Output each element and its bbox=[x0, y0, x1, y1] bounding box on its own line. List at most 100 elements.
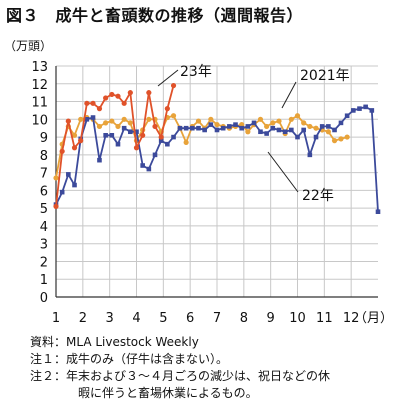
data-point bbox=[270, 120, 276, 126]
data-point bbox=[121, 116, 127, 122]
note-2-line-1: 年末および３～４月ごろの減少は、祝日などの休 bbox=[66, 369, 331, 383]
data-point bbox=[313, 125, 319, 131]
data-point bbox=[357, 106, 362, 111]
data-point bbox=[170, 82, 177, 89]
x-tick-label: 1 bbox=[52, 311, 60, 326]
data-point bbox=[59, 148, 65, 154]
data-point bbox=[214, 127, 220, 133]
data-point bbox=[220, 125, 226, 131]
x-tick-label: 6 bbox=[186, 311, 194, 326]
data-point bbox=[127, 90, 133, 96]
data-point bbox=[344, 113, 350, 119]
data-point bbox=[326, 124, 331, 129]
data-point bbox=[282, 129, 288, 135]
data-point bbox=[71, 132, 78, 138]
x-tick-label: 2 bbox=[79, 311, 87, 326]
axes bbox=[55, 66, 378, 298]
data-point bbox=[165, 141, 170, 147]
x-tick-label: 5 bbox=[159, 311, 167, 326]
data-point bbox=[97, 157, 102, 163]
note-2: 注２： 年末および３～４月ごろの減少は、祝日などの休 bbox=[30, 368, 330, 385]
data-point bbox=[319, 124, 325, 129]
annotations: 23年 2021年 22年 bbox=[157, 64, 350, 204]
data-point bbox=[227, 124, 232, 129]
annotation-leader-s23 bbox=[157, 69, 179, 87]
y-tick-label: 10 bbox=[31, 113, 48, 128]
data-point bbox=[332, 127, 337, 133]
data-point bbox=[140, 163, 145, 168]
data-point bbox=[115, 123, 121, 130]
y-tick-label: 1 bbox=[40, 273, 48, 288]
x-tick-label: 4 bbox=[132, 311, 140, 326]
data-point bbox=[307, 123, 313, 130]
data-point bbox=[115, 93, 121, 99]
data-point bbox=[66, 172, 71, 177]
x-tick-labels: 1 2 3 4 5 6 7 8 9 10 11 12 bbox=[52, 311, 360, 326]
data-point bbox=[171, 134, 176, 140]
footnotes: 資料：MLA Livestock Weekly 注１：成牛のみ（仔牛は含まない）… bbox=[30, 334, 330, 402]
data-point bbox=[146, 116, 152, 122]
data-point bbox=[369, 108, 375, 113]
data-point bbox=[239, 125, 244, 131]
y-tick-label: 0 bbox=[40, 291, 48, 306]
data-point bbox=[270, 125, 276, 131]
data-point bbox=[72, 182, 77, 188]
data-point bbox=[214, 122, 220, 128]
chart-title: 図３ 成牛と畜頭数の推移（週間報告） bbox=[6, 6, 304, 25]
data-point bbox=[146, 90, 152, 96]
y-tick-label: 4 bbox=[40, 220, 48, 235]
data-point bbox=[257, 116, 264, 122]
x-tick-label: 9 bbox=[267, 311, 275, 326]
data-point bbox=[53, 203, 59, 209]
y-tick-label: 13 bbox=[31, 60, 48, 75]
note-2-label: 注２： bbox=[30, 369, 67, 383]
x-axis-unit: （月） bbox=[354, 311, 393, 326]
data-point bbox=[289, 127, 294, 133]
data-point bbox=[84, 100, 90, 106]
note-2-line-2: 暇に伴うと畜場休業によるもの。 bbox=[78, 386, 258, 400]
y-tick-label: 5 bbox=[40, 202, 48, 217]
annotation-leader-s22 bbox=[267, 151, 299, 193]
data-point bbox=[140, 132, 146, 138]
data-point bbox=[90, 115, 96, 120]
data-point bbox=[264, 123, 270, 130]
data-point bbox=[196, 125, 201, 131]
data-point bbox=[128, 129, 133, 135]
data-point bbox=[295, 134, 300, 140]
data-point bbox=[245, 129, 251, 135]
data-point bbox=[301, 120, 307, 126]
data-point bbox=[338, 136, 344, 142]
data-point bbox=[344, 134, 350, 140]
series-lines bbox=[53, 82, 381, 215]
note-1: 注１：成牛のみ（仔牛は含まない）。 bbox=[30, 352, 229, 366]
data-point bbox=[158, 134, 164, 140]
y-tick-label: 6 bbox=[40, 184, 48, 199]
data-point bbox=[301, 127, 306, 133]
data-point bbox=[109, 91, 115, 98]
y-tick-label: 2 bbox=[40, 255, 48, 270]
data-point bbox=[202, 127, 207, 133]
data-point bbox=[363, 104, 368, 110]
data-point bbox=[208, 116, 214, 122]
data-point bbox=[78, 116, 84, 122]
data-point bbox=[96, 106, 103, 112]
data-point bbox=[134, 129, 139, 135]
data-point bbox=[103, 120, 109, 126]
y-tick-label: 12 bbox=[31, 78, 48, 93]
x-tick-label: 10 bbox=[289, 311, 306, 326]
data-point bbox=[338, 120, 344, 126]
data-point bbox=[133, 145, 140, 151]
y-tick-label: 9 bbox=[40, 131, 48, 146]
data-point bbox=[121, 125, 127, 131]
data-point bbox=[264, 131, 269, 136]
data-point bbox=[127, 120, 133, 126]
data-point bbox=[96, 123, 103, 130]
source-note: 資料：MLA Livestock Weekly bbox=[30, 335, 199, 349]
y-tick-label: 7 bbox=[40, 167, 48, 182]
data-point bbox=[307, 152, 313, 158]
data-point bbox=[152, 123, 158, 130]
data-point bbox=[233, 122, 238, 127]
y-axis-unit: （万頭） bbox=[4, 39, 52, 53]
data-point bbox=[375, 209, 381, 215]
